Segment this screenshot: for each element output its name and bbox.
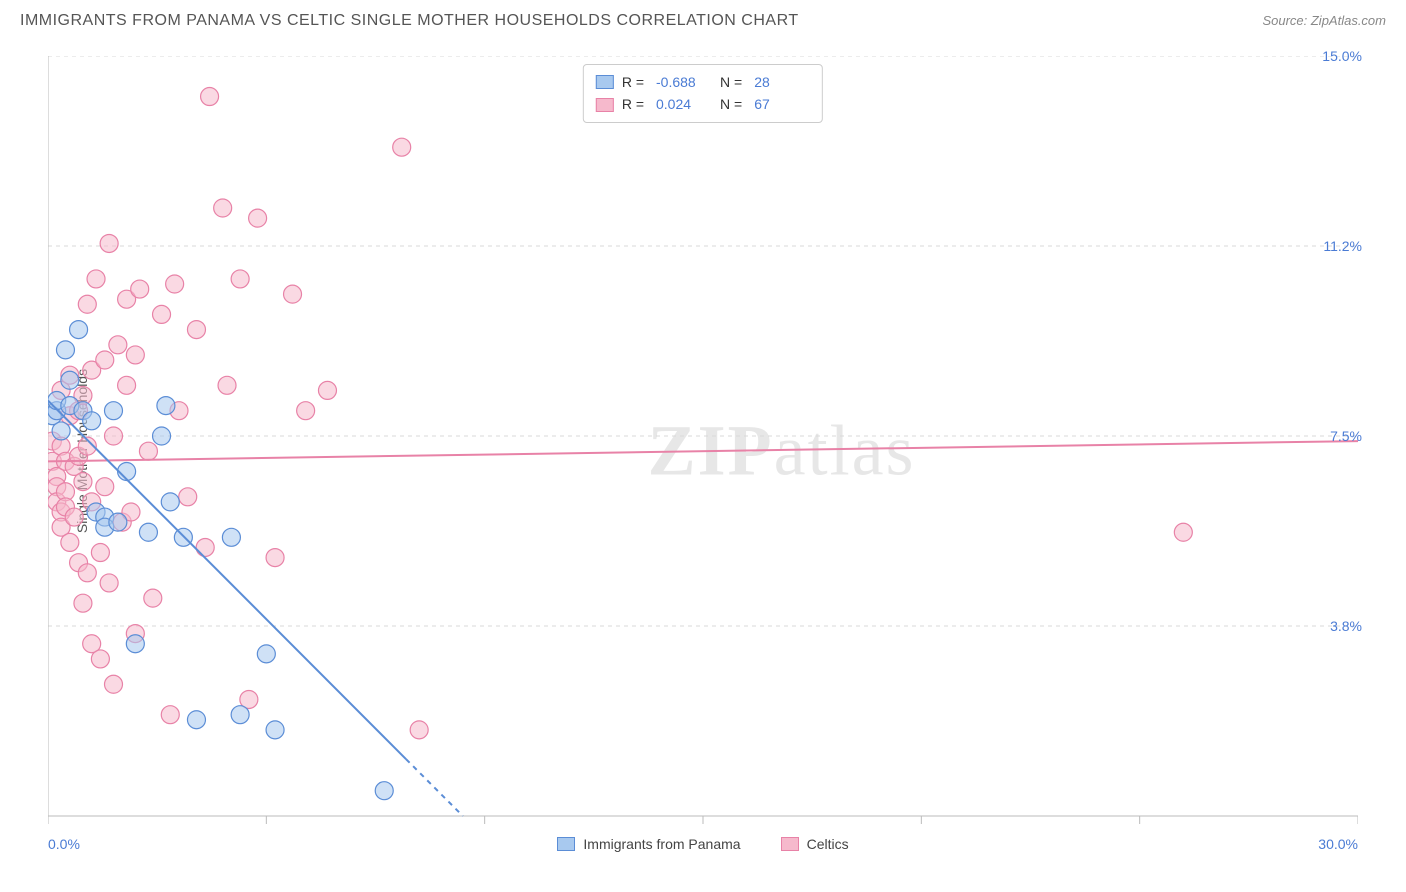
legend-item-celtics: Celtics [781,836,849,852]
y-tick-label: 7.5% [1330,428,1362,444]
legend-row-celtics: R = 0.024 N = 67 [596,93,810,115]
y-tick-label: 3.8% [1330,618,1362,634]
swatch-icon [557,837,575,851]
swatch-icon [596,98,614,112]
series-legend: Immigrants from Panama Celtics [48,836,1358,852]
swatch-icon [781,837,799,851]
y-tick-label: 11.2% [1323,238,1362,254]
legend-row-panama: R = -0.688 N = 28 [596,71,810,93]
correlation-legend: R = -0.688 N = 28 R = 0.024 N = 67 [583,64,823,123]
legend-item-panama: Immigrants from Panama [557,836,740,852]
correlation-chart: Single Mother Households ZIPatlas R = -0… [48,56,1358,846]
plot-area [48,56,1358,846]
source-attribution: Source: ZipAtlas.com [1262,13,1386,28]
y-tick-label: 15.0% [1322,48,1362,64]
page-title: IMMIGRANTS FROM PANAMA VS CELTIC SINGLE … [20,12,799,30]
swatch-icon [596,75,614,89]
